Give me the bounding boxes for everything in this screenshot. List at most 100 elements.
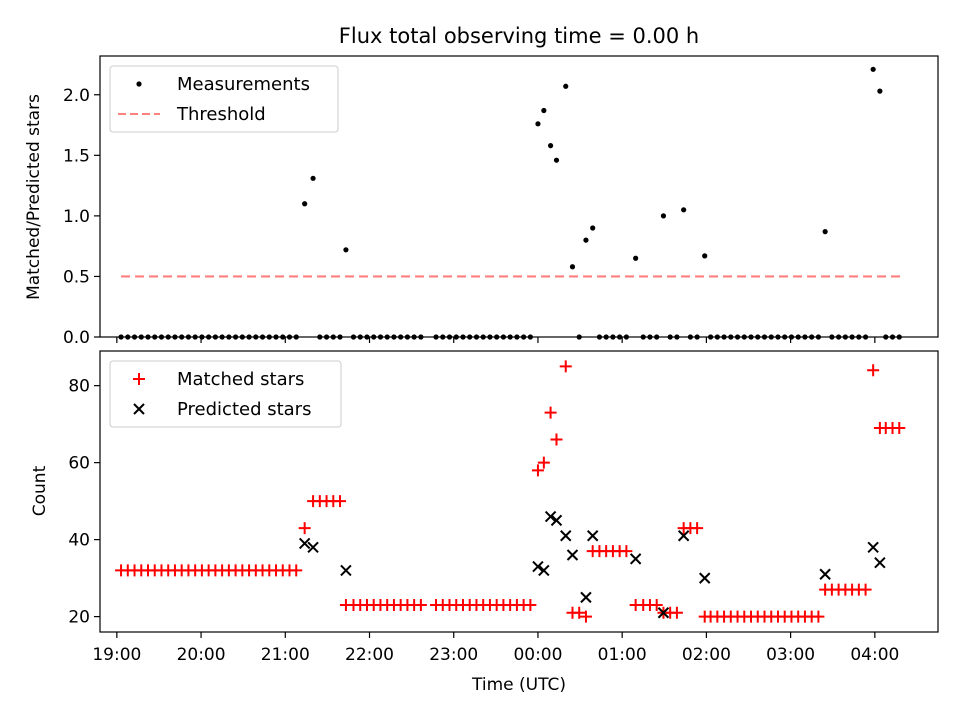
- measurements-point: [131, 334, 138, 340]
- legend-threshold-label: Threshold: [176, 104, 266, 125]
- bottom-legend-frame: [109, 360, 342, 428]
- measurements-point: [603, 334, 609, 340]
- bottom-y-tick-label: 20: [68, 608, 90, 628]
- measurements-point: [654, 334, 660, 340]
- legend-predicted-label: Predicted stars: [177, 399, 311, 420]
- bottom-x-tick-label: 04:00: [850, 645, 899, 665]
- measurements-point: [521, 334, 527, 340]
- measurements-point: [212, 334, 218, 340]
- measurements-point: [862, 334, 869, 340]
- measurements-point: [822, 229, 828, 235]
- measurements-point: [364, 334, 370, 340]
- bottom-x-tick-label: 00:00: [513, 645, 562, 665]
- measurements-point: [547, 143, 554, 149]
- matched-stars-point: [298, 522, 311, 535]
- measurements-point: [687, 334, 693, 340]
- measurements-point: [741, 334, 747, 340]
- bottom-x-tick-label: 23:00: [429, 645, 478, 665]
- measurements-point: [199, 334, 205, 340]
- matched-stars-point: [893, 421, 906, 434]
- measurements-point: [761, 334, 768, 340]
- bottom-y-tick-label: 80: [68, 377, 90, 397]
- measurements-point: [681, 207, 687, 213]
- measurements-point: [775, 334, 781, 340]
- measurements-point: [640, 334, 646, 340]
- measurements-point: [623, 334, 629, 340]
- measurements-point: [323, 334, 330, 340]
- predicted-stars-point: [538, 564, 550, 577]
- matched-stars-point: [691, 522, 704, 535]
- top-y-ticks: 0.0 0.5 1.0 1.5 2.0: [63, 86, 100, 348]
- predicted-stars-point: [874, 557, 886, 569]
- predicted-stars-point: [867, 541, 879, 554]
- legend-measurements-marker: [136, 81, 142, 87]
- measurements-point: [694, 334, 700, 340]
- measurements-point: [246, 334, 252, 340]
- top-y-tick-label: 0.0: [63, 328, 90, 348]
- measurements-point: [232, 334, 239, 340]
- measurements-point: [172, 334, 178, 340]
- predicted-stars-point: [657, 607, 670, 619]
- matched-stars-point: [859, 583, 872, 596]
- matched-stars-point: [559, 360, 572, 373]
- measurements-point: [734, 334, 741, 340]
- bottom-x-tick-label: 01:00: [598, 645, 647, 665]
- measurements-point: [590, 225, 596, 231]
- measurements-point: [317, 334, 323, 340]
- measurements-point: [330, 334, 336, 340]
- measurements-point: [411, 334, 417, 340]
- bottom-plot-frame: [99, 350, 939, 633]
- measurements-point: [280, 334, 286, 340]
- measurements-point: [667, 334, 673, 340]
- legend-measurements-label: Measurements: [177, 74, 310, 95]
- measurements-point: [440, 334, 446, 340]
- measurements-point: [883, 334, 889, 340]
- legend-matched-label: Matched stars: [177, 369, 304, 390]
- top-y-tick-label: 1.5: [63, 146, 90, 166]
- measurements-point: [418, 334, 424, 340]
- measurements-point: [553, 157, 560, 163]
- measurements-point: [302, 201, 308, 207]
- predicted-stars-point: [544, 510, 557, 523]
- bottom-y-tick-label: 60: [68, 454, 90, 474]
- measurements-point: [836, 334, 842, 340]
- measurements-point: [809, 334, 815, 340]
- bottom-x-tick-label: 20:00: [177, 645, 226, 665]
- measurements-point: [870, 66, 876, 72]
- measurements-point: [660, 213, 667, 219]
- measurements-point: [541, 107, 547, 114]
- measurements-point: [514, 334, 520, 340]
- measurements-point: [152, 334, 158, 340]
- measurements-point: [145, 334, 151, 340]
- measurements-point: [617, 334, 623, 340]
- legend-predicted-marker: [133, 403, 145, 415]
- measurements-point: [206, 334, 212, 340]
- bottom-x-ticks: 19:00 20:00 21:00 22:00 23:00 00:00 01:00 02:00…: [92, 632, 899, 665]
- measurements-point: [310, 175, 316, 181]
- measurements-point: [674, 334, 680, 340]
- predicted-stars-point: [298, 537, 311, 550]
- bottom-y-tick-label: 40: [68, 531, 90, 551]
- matched-stars-point: [290, 564, 303, 577]
- measurements-point: [728, 334, 734, 340]
- measurements-point: [535, 121, 541, 127]
- legend-matched-marker: [133, 373, 145, 385]
- measurements-point: [377, 334, 384, 340]
- measurements-point: [647, 334, 653, 340]
- measurements-point: [633, 255, 639, 261]
- matched-stars-point: [531, 464, 544, 477]
- measurements-point: [357, 334, 363, 340]
- measurements-point: [273, 334, 279, 340]
- measurements-point: [179, 334, 185, 340]
- measurements-point: [460, 334, 466, 340]
- measurements-point: [253, 334, 259, 340]
- predicted-stars-point: [307, 541, 319, 554]
- measurements-point: [708, 334, 714, 340]
- measurements-point: [721, 334, 727, 340]
- top-y-axis-label: Matched/Predicted stars: [24, 94, 44, 300]
- measurements-point: [487, 334, 493, 340]
- measurements-point: [889, 334, 896, 340]
- predicted-stars-point: [677, 530, 690, 542]
- bottom-x-tick-label: 19:00: [92, 645, 141, 665]
